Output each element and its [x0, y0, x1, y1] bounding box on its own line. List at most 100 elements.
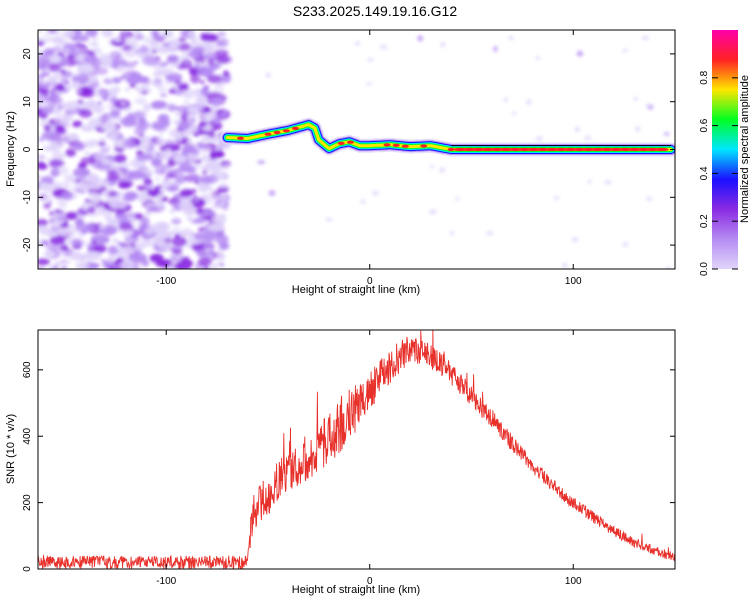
noise-blob — [157, 113, 169, 123]
noise-blob — [182, 167, 189, 171]
noise-blob — [120, 30, 127, 35]
noise-blob — [169, 208, 175, 214]
noise-blob — [534, 56, 541, 60]
noise-blob — [49, 128, 56, 132]
noise-blob — [145, 202, 155, 208]
noise-blob — [149, 253, 164, 263]
noise-blob — [152, 199, 164, 207]
noise-blob — [120, 75, 126, 80]
noise-blob — [203, 146, 212, 151]
spectrogram-ytick-label: 0 — [22, 146, 33, 152]
noise-blob — [42, 145, 53, 152]
noise-blob — [120, 58, 126, 63]
noise-blob — [219, 111, 227, 119]
noise-blob — [57, 227, 70, 236]
snr-ticks: -100 0 100 0 200 400 600 — [22, 330, 675, 587]
noise-blob — [214, 47, 219, 51]
noise-blob — [125, 87, 130, 92]
noise-blob — [123, 48, 138, 58]
noise-blob — [139, 216, 150, 226]
noise-blob — [102, 260, 113, 269]
noise-blob — [73, 167, 88, 178]
noise-blob — [40, 71, 50, 77]
noise-blob — [48, 62, 61, 72]
noise-blob — [74, 217, 85, 228]
noise-blob — [486, 231, 494, 236]
snr-plot-area — [38, 330, 675, 569]
noise-blob — [223, 162, 231, 170]
noise-blob — [134, 33, 144, 41]
figure-title: S233.2025.149.19.16.G12 — [293, 3, 457, 19]
noise-blob — [38, 155, 46, 159]
snr-xlabel: Height of straight line (km) — [292, 584, 420, 596]
noise-blob — [214, 216, 227, 225]
noise-blob — [38, 182, 51, 190]
noise-blob — [194, 64, 201, 70]
noise-blob — [98, 53, 112, 60]
noise-blob — [50, 220, 61, 228]
noise-blob — [172, 154, 187, 163]
noise-blob — [203, 266, 209, 269]
noise-blob — [621, 48, 628, 53]
noise-blob — [553, 195, 560, 201]
noise-blob — [204, 192, 220, 202]
noise-blob — [64, 108, 73, 116]
noise-blob — [429, 209, 437, 215]
noise-blob — [216, 54, 230, 64]
noise-blob — [75, 261, 89, 269]
noise-blob — [141, 85, 145, 89]
noise-blob — [39, 228, 53, 236]
noise-blob — [48, 103, 56, 111]
noise-blob — [73, 143, 85, 151]
noise-blob — [207, 111, 219, 119]
noise-blob — [223, 207, 229, 211]
noise-blob — [562, 262, 568, 269]
noise-blob — [67, 233, 76, 238]
noise-blob — [59, 78, 68, 84]
noise-blob — [116, 257, 124, 264]
noise-blob — [100, 137, 106, 141]
noise-blob — [134, 213, 144, 220]
noise-blob — [53, 115, 71, 125]
noise-blob — [179, 130, 192, 137]
noise-blob — [76, 88, 82, 94]
noise-blob — [195, 97, 206, 107]
noise-blob — [92, 104, 105, 114]
noise-blob — [65, 48, 70, 52]
noise-blob — [84, 142, 93, 148]
noise-blob — [190, 148, 200, 157]
noise-blob — [169, 42, 178, 51]
noise-blob — [439, 167, 446, 173]
noise-blob — [98, 223, 107, 230]
noise-blob — [57, 199, 68, 209]
noise-blob — [511, 111, 517, 116]
noise-blob — [178, 43, 193, 51]
noise-blob — [172, 181, 181, 187]
noise-blob — [160, 170, 165, 174]
noise-blob — [205, 30, 212, 34]
noise-blob — [196, 71, 202, 76]
noise-blob — [120, 102, 127, 106]
noise-blob — [206, 174, 219, 184]
noise-blob — [49, 54, 62, 63]
noise-blob — [187, 106, 200, 113]
noise-blob — [156, 35, 167, 41]
noise-blob — [77, 182, 93, 191]
noise-blob — [38, 174, 41, 179]
noise-blob — [144, 211, 152, 216]
noise-blob — [38, 41, 44, 46]
noise-blob — [75, 178, 82, 183]
noise-blob — [134, 127, 146, 136]
noise-blob — [114, 208, 124, 214]
noise-blob — [174, 106, 182, 111]
noise-blob — [134, 97, 147, 105]
noise-blob — [118, 45, 126, 52]
noise-blob — [576, 50, 583, 57]
noise-blob — [204, 123, 213, 132]
noise-blob — [102, 121, 117, 132]
noise-blob — [218, 38, 229, 48]
noise-blob — [159, 132, 163, 136]
noise-blob — [123, 115, 136, 124]
